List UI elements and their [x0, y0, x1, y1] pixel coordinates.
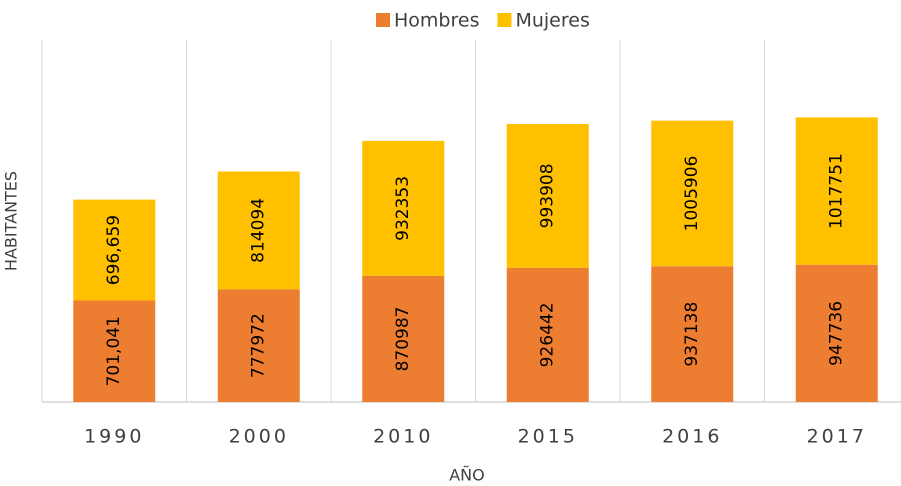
bar-segment — [362, 140, 445, 276]
data-label: 932353 — [393, 176, 413, 241]
data-label: 1017751 — [827, 153, 847, 229]
data-label: 937138 — [682, 302, 702, 367]
bar-segment — [217, 289, 300, 402]
bar-segment — [362, 275, 445, 402]
data-label: 701,041 — [104, 316, 124, 386]
x-axis-label: AÑO — [449, 466, 485, 485]
y-axis-label: HABITANTES — [2, 171, 21, 271]
x-tick-label: 2000 — [229, 426, 289, 448]
legend-label: Hombres — [394, 10, 479, 32]
x-tick-label: 2016 — [662, 426, 722, 448]
legend-swatch — [497, 13, 512, 27]
bar-segment — [506, 123, 589, 268]
x-tick-label: 2015 — [518, 426, 578, 448]
x-tick-label: 2017 — [807, 426, 867, 448]
bar-segment — [795, 117, 878, 265]
data-label: 777972 — [249, 313, 269, 378]
data-label: 947736 — [827, 301, 847, 366]
data-label: 993908 — [538, 163, 558, 228]
bar-segment — [651, 266, 734, 402]
bar-segment — [217, 171, 300, 290]
data-label: 926442 — [538, 302, 558, 367]
bar-segment — [506, 267, 589, 402]
bar-segment — [73, 199, 156, 301]
bar-segment — [795, 264, 878, 402]
legend-label: Mujeres — [515, 10, 589, 32]
bar-segment — [651, 120, 734, 267]
data-label: 696,659 — [104, 215, 124, 285]
bar-segment — [73, 300, 156, 402]
x-tick-label: 1990 — [84, 426, 144, 448]
x-tick-label: 2010 — [373, 426, 433, 448]
data-label: 1005906 — [682, 156, 702, 232]
data-label: 814094 — [249, 198, 269, 263]
legend-swatch — [376, 13, 390, 27]
data-label: 870987 — [393, 306, 413, 371]
